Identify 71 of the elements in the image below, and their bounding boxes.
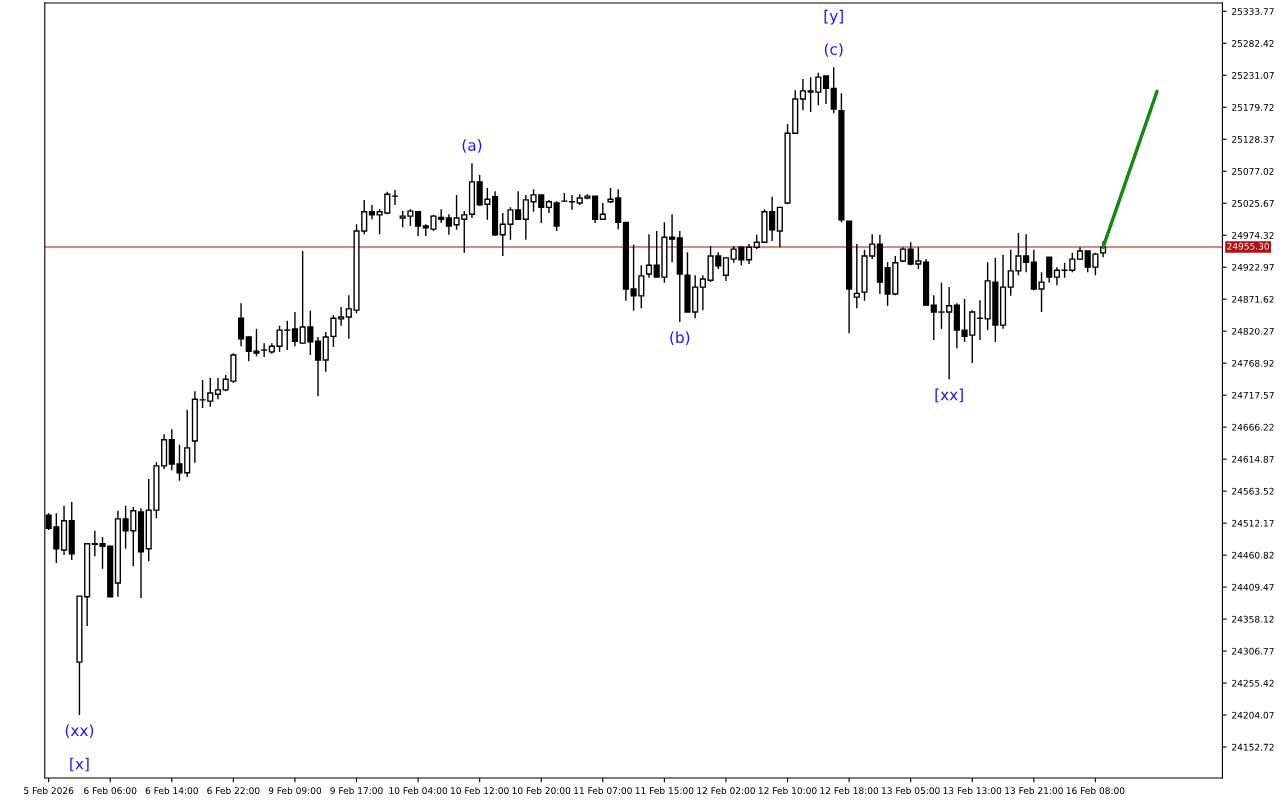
candlestick: [1046, 256, 1053, 284]
y-tick-label: 24614.87: [1232, 455, 1274, 463]
y-tick-label: 24974.32: [1232, 231, 1274, 239]
y-tick-label: 25025.67: [1232, 199, 1274, 207]
x-tick-label: 5 Feb 2026: [24, 787, 74, 795]
candlestick: [391, 189, 399, 206]
y-tick-label: 24255.42: [1232, 679, 1274, 687]
annotation: (c): [824, 43, 843, 57]
x-tick-label: 12 Feb 02:00: [697, 787, 755, 795]
candlestick: [214, 377, 222, 400]
candlestick: [645, 233, 653, 279]
y-tick-label: 25179.72: [1232, 103, 1274, 111]
candlestick: [799, 78, 807, 111]
x-tick-label: 6 Feb 14:00: [145, 787, 198, 795]
x-tick-label: 9 Feb 09:00: [268, 787, 322, 795]
annotation: (a): [462, 139, 482, 153]
candlestick: [722, 256, 730, 282]
x-tick-label: 13 Feb 13:00: [943, 787, 1002, 795]
candlestick: [415, 211, 422, 237]
x-tick-label: 16 Feb 08:00: [1066, 787, 1125, 795]
x-tick-label: 12 Feb 18:00: [820, 787, 879, 795]
y-tick-label: 25077.02: [1232, 167, 1274, 175]
candlestick: [822, 75, 830, 105]
x-tick-label: 12 Feb 10:00: [758, 787, 817, 795]
y-tick-label: 24306.77: [1232, 647, 1274, 655]
y-tick-label: 25333.77: [1232, 8, 1274, 15]
y-tick-label: 24717.57: [1232, 391, 1274, 399]
y-tick-label: 24204.07: [1232, 711, 1274, 719]
y-tick-label: 24871.62: [1232, 295, 1274, 303]
candlestick: [830, 66, 837, 114]
annotation: (b): [670, 331, 690, 345]
y-tick-label: 24563.52: [1232, 487, 1274, 495]
annotation: (xx): [65, 724, 94, 738]
candlestick: [599, 202, 606, 221]
y-tick-label: 25128.37: [1232, 135, 1274, 143]
y-tick-label: 24152.72: [1232, 743, 1274, 751]
candlestick: [553, 200, 560, 232]
x-tick-label: 11 Feb 15:00: [635, 787, 694, 795]
x-tick-label: 13 Feb 21:00: [1005, 787, 1063, 795]
x-tick-label: 6 Feb 06:00: [84, 787, 137, 795]
y-tick-label: 24358.12: [1232, 615, 1274, 623]
x-tick-label: 6 Feb 22:00: [207, 787, 260, 795]
candlestick: [291, 311, 299, 347]
candlestick: [314, 336, 322, 397]
annotation: [xx]: [935, 388, 963, 403]
annotation: [x]: [70, 757, 89, 772]
annotation: [y]: [824, 9, 843, 25]
x-tick-label: 10 Feb 20:00: [512, 787, 571, 795]
y-tick-label: 24409.47: [1232, 583, 1274, 591]
x-tick-label: 11 Feb 07:00: [574, 787, 632, 795]
x-tick-label: 13 Feb 05:00: [882, 787, 940, 795]
y-tick-label: 24820.27: [1232, 327, 1274, 335]
candlestick: [1053, 266, 1061, 286]
ref-line-label: 24955.30: [1227, 242, 1270, 250]
y-tick-label: 25282.42: [1232, 40, 1274, 47]
x-tick-label: 10 Feb 12:00: [451, 787, 509, 795]
candlestick: [368, 204, 375, 220]
y-tick-label: 25231.07: [1232, 71, 1274, 79]
y-tick-label: 24666.22: [1232, 423, 1274, 431]
y-tick-label: 24922.97: [1232, 263, 1274, 271]
candlestick: [776, 206, 783, 248]
candlestick: [669, 213, 676, 263]
y-tick-label: 24512.17: [1232, 519, 1274, 527]
y-tick-label: 24460.82: [1232, 551, 1274, 559]
candlestick: [853, 243, 860, 309]
candlestick: [745, 243, 753, 265]
x-tick-label: 9 Feb 17:00: [330, 787, 383, 795]
candlestick: [237, 302, 245, 347]
x-tick-label: 10 Feb 04:00: [389, 787, 448, 795]
candlestick: [261, 342, 268, 358]
y-tick-label: 24768.92: [1232, 359, 1274, 367]
